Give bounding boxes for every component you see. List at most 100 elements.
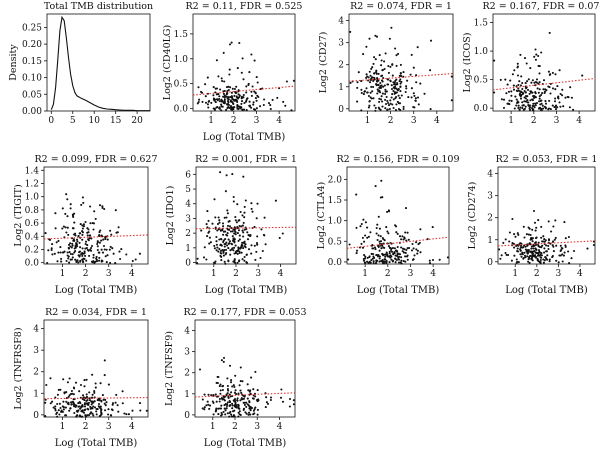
scatter-point bbox=[355, 252, 358, 255]
scatter-point bbox=[73, 411, 76, 415]
chart-title: R2 = 0.167, FDR = 0.075 bbox=[483, 1, 600, 12]
scatter-point bbox=[446, 256, 449, 259]
y-tick-label: 1.5 bbox=[174, 30, 189, 40]
scatter-point bbox=[51, 253, 54, 256]
scatter-point bbox=[419, 82, 422, 85]
scatter-point bbox=[546, 254, 549, 257]
scatter-point bbox=[225, 86, 229, 89]
scatter-point bbox=[245, 405, 248, 408]
scatter-point bbox=[391, 103, 394, 106]
scatter-point bbox=[83, 385, 86, 388]
scatter-point bbox=[362, 53, 365, 56]
scatter-point bbox=[364, 255, 367, 258]
scatter-point bbox=[531, 255, 534, 258]
x-tick-label: 2 bbox=[233, 269, 239, 279]
scatter-point bbox=[366, 75, 369, 78]
scatter-point bbox=[57, 409, 60, 412]
scatter-point bbox=[86, 402, 89, 406]
scatter-point bbox=[450, 99, 453, 102]
scatter-point bbox=[62, 400, 65, 403]
scatter-point bbox=[410, 53, 413, 56]
scatter-point bbox=[100, 234, 103, 237]
scatter-point bbox=[215, 98, 219, 101]
scatter-point bbox=[50, 248, 53, 252]
scatter-point bbox=[508, 240, 511, 243]
scatter-point bbox=[108, 248, 111, 251]
scatter-point bbox=[250, 53, 253, 56]
scatter-point bbox=[247, 413, 250, 416]
scatter-point bbox=[250, 106, 253, 109]
scatter-point bbox=[73, 221, 76, 224]
scatter-point bbox=[269, 104, 272, 107]
scatter-point bbox=[519, 253, 522, 256]
scatter-point bbox=[377, 215, 380, 218]
scatter-point bbox=[224, 243, 227, 246]
scatter-point bbox=[227, 220, 230, 223]
y-tick-label: 1 bbox=[338, 83, 344, 93]
scatter-point bbox=[81, 252, 84, 255]
scatter-point bbox=[84, 240, 88, 243]
scatter-point bbox=[217, 216, 220, 219]
scatter-point bbox=[523, 89, 526, 93]
scatter-point bbox=[416, 249, 419, 252]
scatter-point bbox=[387, 255, 390, 258]
scatter-point bbox=[520, 75, 523, 78]
scatter-point bbox=[204, 101, 208, 104]
scatter-point bbox=[524, 245, 527, 248]
scatter-point bbox=[367, 79, 370, 82]
scatter-point bbox=[390, 26, 393, 29]
scatter-point bbox=[559, 254, 562, 257]
scatter-point bbox=[516, 247, 519, 250]
scatter-point bbox=[542, 79, 546, 82]
scatter-point bbox=[381, 105, 384, 108]
scatter-point bbox=[83, 405, 87, 408]
scatter-point bbox=[349, 30, 352, 33]
scatter-point bbox=[78, 414, 81, 417]
scatter-point bbox=[206, 76, 209, 79]
scatter-point bbox=[406, 258, 409, 261]
scatter-point bbox=[290, 109, 293, 112]
scatter-point bbox=[218, 238, 221, 241]
scatter-point bbox=[204, 95, 207, 98]
y-axis-label: Log2 (CD40LG) bbox=[162, 25, 173, 100]
scatter-point bbox=[241, 224, 244, 227]
scatter-point bbox=[493, 59, 496, 62]
scatter-point bbox=[231, 173, 234, 176]
y-axis-label: Density bbox=[8, 44, 19, 81]
scatter-point bbox=[384, 52, 387, 55]
x-tick-label: 4 bbox=[278, 269, 284, 279]
scatter-point bbox=[242, 397, 245, 400]
scatter-point bbox=[69, 242, 72, 245]
scatter-point bbox=[55, 241, 58, 244]
scatter-point bbox=[564, 96, 567, 99]
scatter-point bbox=[534, 247, 537, 250]
scatter-point bbox=[244, 100, 248, 103]
scatter-point bbox=[395, 258, 398, 262]
scatter-point bbox=[395, 225, 398, 228]
scatter-point bbox=[214, 101, 217, 104]
scatter-point bbox=[93, 390, 96, 393]
scatter-point bbox=[395, 91, 398, 94]
scatter-point bbox=[138, 252, 141, 255]
scatter-point bbox=[110, 408, 113, 411]
scatter-point bbox=[84, 408, 87, 411]
x-tick-label: 0 bbox=[48, 116, 54, 126]
scatter-point bbox=[225, 233, 228, 236]
scatter-point bbox=[59, 251, 62, 254]
scatter-point bbox=[517, 104, 520, 107]
scatter-point bbox=[238, 410, 241, 413]
scatter-point bbox=[544, 239, 547, 242]
scatter-point bbox=[82, 223, 85, 226]
scatter-point bbox=[73, 403, 77, 407]
scatter-point bbox=[251, 397, 254, 400]
x-tick-label: 2 bbox=[531, 116, 537, 126]
scatter-point bbox=[220, 259, 223, 262]
scatter-point bbox=[531, 98, 534, 101]
scatter-point bbox=[526, 80, 529, 83]
y-tick-label: 1.0 bbox=[25, 193, 40, 203]
x-tick-label: 1 bbox=[60, 269, 66, 279]
y-tick-label: 2 bbox=[338, 61, 344, 71]
scatter-point bbox=[390, 87, 394, 91]
scatter-point bbox=[400, 246, 403, 249]
x-tick-label: 20 bbox=[131, 116, 143, 126]
